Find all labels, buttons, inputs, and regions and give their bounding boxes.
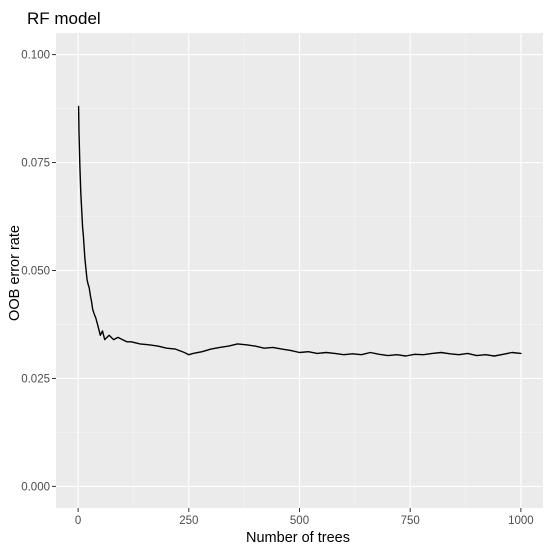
x-tick-label: 1000	[508, 515, 534, 527]
x-tick-label: 0	[75, 515, 81, 527]
y-tick-label: 0.100	[21, 50, 50, 62]
x-tick-label: 250	[179, 515, 198, 527]
y-tick-label: 0.050	[21, 266, 50, 278]
series-layer	[77, 105, 522, 357]
y-tick-label: 0.000	[21, 481, 50, 493]
y-tick-label: 0.075	[21, 158, 50, 170]
y-tick-label: 0.025	[21, 373, 50, 385]
x-tick-label: 500	[290, 515, 309, 527]
chart-title: RF model	[27, 9, 101, 28]
y-axis-title: OOB error rate	[7, 225, 23, 321]
x-tick-label: 750	[401, 515, 420, 527]
x-axis-title: Number of trees	[246, 530, 350, 546]
oob-error-line	[77, 105, 522, 357]
x-axis: 0 250 500 750 1000	[75, 508, 534, 527]
y-axis: 0.000 0.025 0.050 0.075 0.100	[21, 50, 56, 493]
